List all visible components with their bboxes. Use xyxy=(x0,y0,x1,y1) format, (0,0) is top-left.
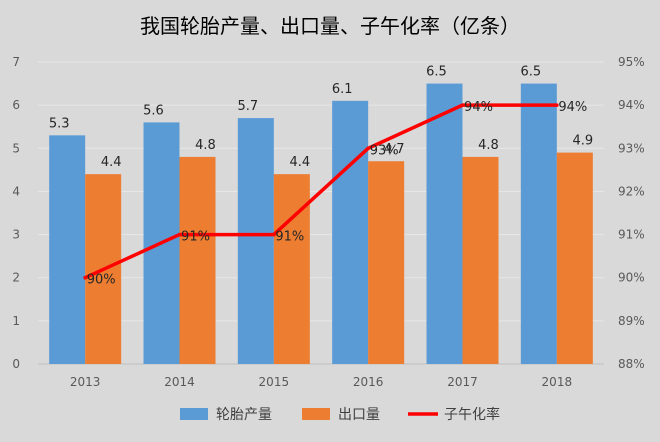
right-tick-label: 94% xyxy=(618,98,645,112)
line-data-label: 93% xyxy=(370,143,399,158)
bar-production xyxy=(49,135,86,364)
bar-production xyxy=(520,83,557,365)
line-data-label: 91% xyxy=(275,230,304,245)
left-tick-label: 3 xyxy=(12,228,20,242)
left-axis: 0 1 2 3 4 5 6 7 xyxy=(12,55,20,371)
chart-title: 我国轮胎产量、出口量、子午化率（亿条） xyxy=(140,14,520,38)
data-label: 4.8 xyxy=(478,138,499,153)
bars xyxy=(49,83,593,365)
x-axis: 2013 2014 2015 2016 2017 2018 xyxy=(70,375,572,389)
x-tick-label: 2016 xyxy=(353,375,384,389)
data-label: 5.3 xyxy=(49,116,70,131)
legend-swatch xyxy=(180,408,208,420)
x-tick-label: 2015 xyxy=(259,375,290,389)
right-tick-label: 93% xyxy=(618,141,645,155)
legend-label: 子午化率 xyxy=(444,406,500,423)
left-tick-label: 4 xyxy=(12,184,20,198)
data-label: 6.1 xyxy=(332,82,353,97)
data-label: 5.6 xyxy=(143,103,164,118)
legend-swatch xyxy=(302,408,330,420)
legend: 轮胎产量 出口量 子午化率 xyxy=(180,406,500,423)
left-tick-label: 5 xyxy=(12,141,20,155)
right-tick-label: 89% xyxy=(618,314,645,328)
left-tick-label: 2 xyxy=(12,271,20,285)
x-tick-label: 2013 xyxy=(70,375,101,389)
bar-production xyxy=(237,118,274,364)
left-tick-label: 6 xyxy=(12,98,20,112)
bar-export xyxy=(179,156,216,364)
data-labels: 5.3 5.6 5.7 6.1 6.5 6.5 4.4 4.8 4.4 4.7 4.8 4.9 90% 9… xyxy=(49,65,593,288)
legend-label: 出口量 xyxy=(338,407,380,423)
line-point xyxy=(460,103,465,107)
radialization-rate-line xyxy=(84,103,557,280)
line-point xyxy=(177,232,182,237)
left-tick-label: 0 xyxy=(12,357,20,371)
left-tick-label: 1 xyxy=(12,314,20,328)
data-label: 4.4 xyxy=(289,155,310,170)
right-axis: 88% 89% 90% 91% 92% 93% 94% 95% xyxy=(618,55,645,371)
right-tick-label: 92% xyxy=(618,184,645,198)
line-data-label: 94% xyxy=(558,100,587,115)
data-label: 4.9 xyxy=(572,134,593,149)
gridlines xyxy=(38,61,604,365)
line-point xyxy=(555,103,559,107)
right-tick-label: 90% xyxy=(618,271,645,285)
left-tick-label: 7 xyxy=(12,55,20,69)
right-tick-label: 91% xyxy=(618,228,645,242)
line-series xyxy=(83,103,559,280)
line-data-label: 91% xyxy=(181,230,210,245)
data-label: 4.8 xyxy=(195,138,216,153)
line-data-label: 90% xyxy=(87,273,116,288)
line-point xyxy=(83,275,87,280)
x-tick-label: 2017 xyxy=(447,375,478,389)
line-data-label: 94% xyxy=(464,100,493,115)
bar-export xyxy=(462,156,499,364)
bar-export xyxy=(273,174,310,364)
line-point xyxy=(272,232,276,237)
bar-production xyxy=(426,83,463,365)
x-tick-label: 2014 xyxy=(164,375,195,389)
bar-export xyxy=(556,152,593,364)
x-tick-label: 2018 xyxy=(542,375,573,389)
bar-export xyxy=(368,161,405,364)
legend-label: 轮胎产量 xyxy=(216,407,272,423)
data-label: 5.7 xyxy=(237,99,258,114)
right-tick-label: 95% xyxy=(618,55,645,69)
line-point xyxy=(366,146,370,151)
bar-production xyxy=(332,100,369,364)
data-label: 4.4 xyxy=(101,155,122,170)
right-tick-label: 88% xyxy=(618,357,645,371)
data-label: 6.5 xyxy=(426,65,447,80)
data-label: 6.5 xyxy=(520,65,541,80)
data-label: 4.7 xyxy=(384,142,405,157)
